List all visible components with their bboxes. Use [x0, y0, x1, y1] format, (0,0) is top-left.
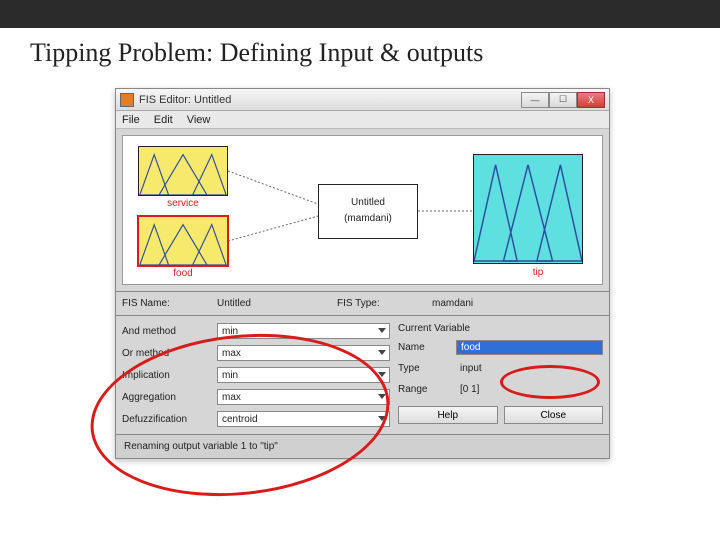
- mf-curves-icon: [139, 147, 227, 195]
- implication-select[interactable]: min: [217, 367, 390, 383]
- fis-name-label: FIS Name:: [122, 298, 217, 309]
- mf-curves-icon: [139, 217, 227, 265]
- system-type: (mamdani): [319, 211, 417, 227]
- system-name: Untitled: [319, 195, 417, 211]
- maximize-button[interactable]: ☐: [549, 92, 577, 108]
- system-box-content: Untitled (mamdani): [319, 185, 417, 227]
- slide-top-bar: [0, 0, 720, 28]
- cv-type-label: Type: [398, 363, 456, 374]
- menu-view[interactable]: View: [187, 114, 211, 126]
- or-method-label: Or method: [122, 348, 217, 359]
- inference-methods: And method min Or method max Implication…: [122, 320, 390, 430]
- and-method-label: And method: [122, 326, 217, 337]
- or-method-select[interactable]: max: [217, 345, 390, 361]
- menu-file[interactable]: File: [122, 114, 140, 126]
- methods-panel: And method min Or method max Implication…: [116, 315, 609, 434]
- defuzzification-label: Defuzzification: [122, 414, 217, 425]
- menubar: File Edit View: [116, 111, 609, 129]
- fis-properties-panel: FIS Name: Untitled FIS Type: mamdani: [116, 291, 609, 315]
- and-method-select[interactable]: min: [217, 323, 390, 339]
- close-button[interactable]: Close: [504, 406, 604, 424]
- fis-type-value: mamdani: [432, 298, 603, 309]
- close-window-button[interactable]: X: [577, 92, 605, 108]
- diagram-canvas[interactable]: service food Untitled (mamdani): [122, 135, 603, 285]
- cv-range-label: Range: [398, 384, 456, 395]
- cv-range-value: [0 1]: [456, 382, 603, 397]
- input-variable-service[interactable]: [138, 146, 228, 196]
- implication-label: Implication: [122, 370, 217, 381]
- defuzzification-select[interactable]: centroid: [217, 411, 390, 427]
- cv-type-value: input: [456, 361, 603, 376]
- status-text: Renaming output variable 1 to "tip": [124, 441, 278, 452]
- input1-label: service: [138, 198, 228, 209]
- menu-edit[interactable]: Edit: [154, 114, 173, 126]
- minimize-button[interactable]: —: [521, 92, 549, 108]
- system-box[interactable]: Untitled (mamdani): [318, 184, 418, 239]
- help-button[interactable]: Help: [398, 406, 498, 424]
- window-title: FIS Editor: Untitled: [139, 94, 231, 106]
- status-bar: Renaming output variable 1 to "tip": [116, 434, 609, 458]
- input2-label: food: [138, 268, 228, 279]
- cv-name-input[interactable]: food: [456, 340, 603, 355]
- fis-type-label: FIS Type:: [337, 298, 432, 309]
- fis-name-value: Untitled: [217, 298, 337, 309]
- current-variable-panel: Current Variable Name food Type input Ra…: [398, 320, 603, 430]
- mf-curves-icon: [474, 155, 582, 263]
- output-label: tip: [483, 267, 593, 278]
- current-variable-heading: Current Variable: [398, 320, 603, 337]
- diagram-pane: service food Untitled (mamdani): [116, 129, 609, 291]
- slide-title: Tipping Problem: Defining Input & output…: [0, 28, 720, 78]
- fis-editor-window: FIS Editor: Untitled — ☐ X File Edit Vie…: [115, 88, 610, 459]
- aggregation-label: Aggregation: [122, 392, 217, 403]
- input-variable-food[interactable]: [138, 216, 228, 266]
- app-icon: [120, 93, 134, 107]
- output-variable-tip[interactable]: [473, 154, 583, 264]
- cv-name-label: Name: [398, 342, 456, 353]
- aggregation-select[interactable]: max: [217, 389, 390, 405]
- titlebar[interactable]: FIS Editor: Untitled — ☐ X: [116, 89, 609, 111]
- window-controls: — ☐ X: [521, 92, 605, 108]
